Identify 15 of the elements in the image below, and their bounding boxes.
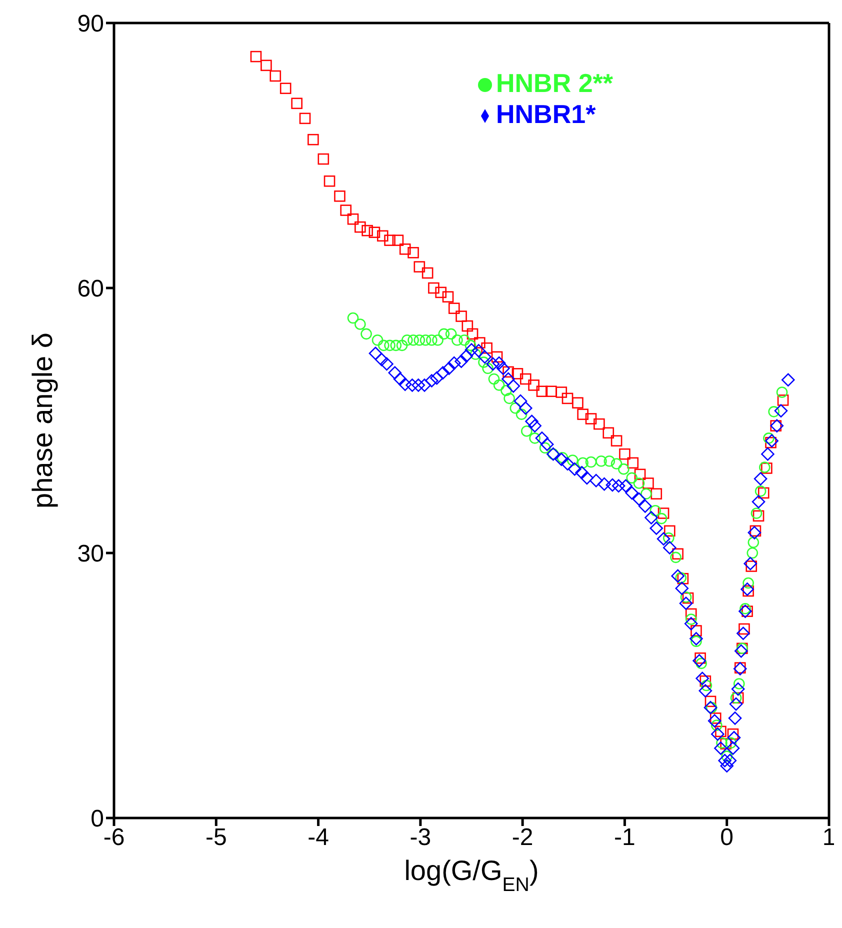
- x-tick-label: -4: [308, 824, 329, 852]
- x-tick-label: -1: [614, 824, 636, 852]
- x-tick-label: -2: [512, 824, 534, 852]
- y-axis-title: phase angle δ: [26, 332, 58, 508]
- x-tick-label: -5: [205, 824, 227, 852]
- y-tick-label: 90: [77, 10, 104, 38]
- y-tick-label: 30: [77, 540, 104, 568]
- legend-label: HNBR 2**: [496, 68, 614, 98]
- x-tick-label: -3: [410, 824, 432, 852]
- x-tick-label: 0: [720, 824, 734, 852]
- y-tick-label: 60: [77, 276, 104, 303]
- y-tick-label: 0: [90, 806, 104, 833]
- legend-label: HNBR1*: [496, 99, 596, 129]
- x-tick-label: -6: [103, 824, 125, 852]
- x-axis-title: log(G/G$_{EN}$): [404, 855, 539, 896]
